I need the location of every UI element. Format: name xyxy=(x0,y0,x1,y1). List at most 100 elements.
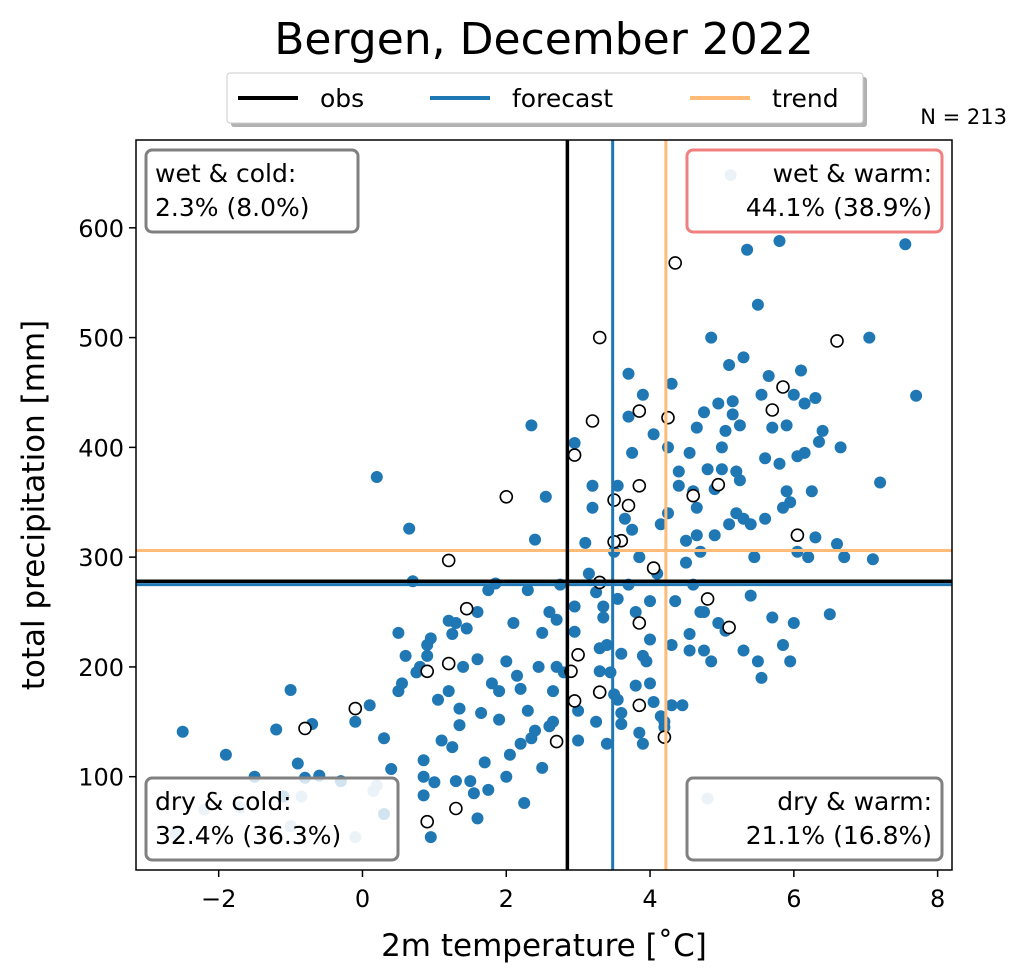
observed-point xyxy=(567,694,582,708)
points-layer xyxy=(169,169,923,844)
forecast-point xyxy=(529,724,541,737)
forecast-point xyxy=(694,606,707,618)
forecast-point xyxy=(615,718,628,730)
chart-title: Bergen, December 2022 xyxy=(274,14,814,65)
forecast-point xyxy=(597,611,610,624)
forecast-point xyxy=(626,446,639,459)
forecast-point xyxy=(795,364,807,377)
forecast-point xyxy=(744,589,757,602)
forecast-point xyxy=(485,677,498,690)
forecast-point xyxy=(633,726,646,739)
forecast-point xyxy=(759,452,772,465)
forecast-point xyxy=(500,655,513,668)
forecast-point xyxy=(572,734,585,747)
forecast-point xyxy=(536,626,549,639)
forecast-point xyxy=(514,682,527,695)
forecast-point xyxy=(672,479,685,492)
forecast-point xyxy=(683,446,696,459)
quadrant-value: 32.4% (36.3%) xyxy=(155,821,341,850)
forecast-point xyxy=(453,702,466,715)
forecast-point xyxy=(626,523,639,536)
observed-point xyxy=(700,592,715,606)
forecast-point xyxy=(665,699,678,712)
forecast-point xyxy=(644,677,656,690)
forecast-point xyxy=(611,592,624,605)
forecast-point xyxy=(809,531,822,544)
quadrant-label: dry & warm: xyxy=(777,787,932,816)
forecast-point xyxy=(726,395,739,408)
forecast-point xyxy=(464,775,477,788)
forecast-point xyxy=(370,471,383,483)
x-tick-label: −2 xyxy=(201,885,236,913)
forecast-point xyxy=(622,367,635,380)
forecast-point xyxy=(507,617,520,629)
forecast-point xyxy=(421,649,434,662)
forecast-point xyxy=(662,507,674,520)
forecast-point xyxy=(672,465,685,478)
forecast-point xyxy=(737,351,750,364)
quadrant-wet-cold: wet & cold: 2.3% (8.0%) xyxy=(144,148,360,234)
forecast-point xyxy=(680,534,692,547)
forecast-point xyxy=(831,538,843,550)
forecast-point xyxy=(457,660,470,673)
x-tick-label: 0 xyxy=(355,885,370,913)
legend-label-obs: obs xyxy=(320,84,364,113)
forecast-point xyxy=(759,512,772,525)
forecast-point xyxy=(582,567,595,580)
forecast-point xyxy=(690,501,703,514)
forecast-point xyxy=(579,536,592,549)
forecast-point xyxy=(529,533,541,546)
y-tick-label: 100 xyxy=(78,764,124,792)
forecast-point xyxy=(755,671,768,684)
forecast-point xyxy=(615,647,628,660)
forecast-point xyxy=(762,370,775,382)
forecast-point xyxy=(647,428,660,441)
forecast-point xyxy=(730,507,743,520)
forecast-point xyxy=(568,600,581,613)
forecast-point xyxy=(446,741,459,754)
forecast-point xyxy=(798,446,811,459)
observed-point xyxy=(459,601,474,616)
forecast-point xyxy=(421,639,434,651)
forecast-point xyxy=(442,614,455,627)
forecast-point xyxy=(874,476,887,489)
forecast-point xyxy=(780,419,793,432)
observed-point xyxy=(348,701,363,716)
forecast-point xyxy=(460,622,473,635)
forecast-point xyxy=(640,655,653,668)
forecast-point xyxy=(805,485,818,498)
forecast-point xyxy=(802,551,815,564)
observed-point xyxy=(776,380,790,394)
forecast-point xyxy=(593,665,606,678)
legend-label-forecast: forecast xyxy=(512,84,613,113)
observed-point xyxy=(722,620,736,635)
forecast-point xyxy=(809,392,822,404)
forecast-point xyxy=(766,421,779,434)
forecast-point xyxy=(618,512,631,525)
forecast-point xyxy=(633,551,646,564)
quadrant-value: 2.3% (8.0%) xyxy=(155,193,309,222)
forecast-point xyxy=(723,518,736,531)
observed-point xyxy=(632,698,647,713)
forecast-point xyxy=(733,419,746,432)
x-tick-label: 2 xyxy=(499,885,514,913)
observed-point xyxy=(499,489,514,504)
forecast-point xyxy=(403,522,416,535)
forecast-point xyxy=(662,441,674,454)
forecast-point xyxy=(834,441,847,454)
forecast-point xyxy=(349,715,362,728)
forecast-point xyxy=(176,725,189,738)
quadrant-box xyxy=(144,148,360,234)
observed-point xyxy=(585,414,600,428)
plot-frame xyxy=(135,139,953,871)
forecast-point xyxy=(511,669,523,682)
forecast-point xyxy=(611,479,624,492)
forecast-point xyxy=(600,737,613,750)
quadrant-wet-warm: wet & warm: 44.1% (38.9%) xyxy=(685,148,944,234)
forecast-point xyxy=(665,639,678,651)
forecast-point xyxy=(378,732,390,745)
forecast-point xyxy=(726,408,739,421)
forecast-point xyxy=(654,518,667,531)
forecast-point xyxy=(568,625,581,638)
